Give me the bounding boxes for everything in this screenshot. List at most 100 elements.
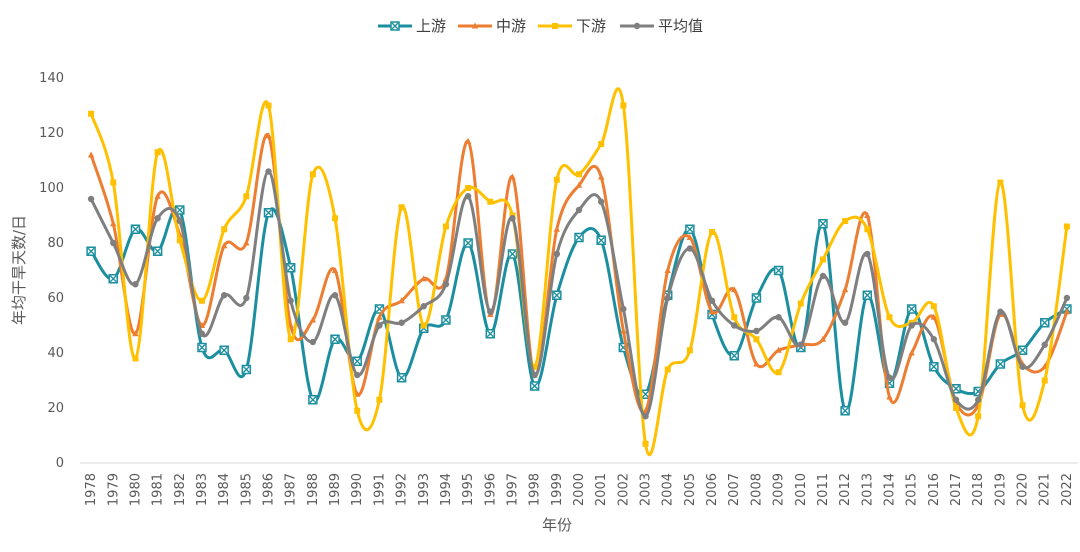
upstream-point (685, 224, 695, 234)
downstream-series (88, 87, 1070, 457)
x-tick-label: 2003 (639, 473, 654, 506)
downstream-point (398, 204, 405, 211)
x-tick-label: 1991 (372, 473, 387, 506)
y-tick-label: 20 (47, 401, 64, 416)
average-point (464, 193, 472, 200)
upstream-point (175, 205, 185, 215)
y-tick-label: 80 (47, 236, 64, 251)
midstream-point (243, 239, 250, 246)
average-point (930, 336, 938, 343)
legend-average-point (633, 22, 641, 30)
x-tick-label: 2021 (1038, 473, 1053, 506)
x-tick-label: 2016 (927, 473, 942, 506)
x-tick-label: 2001 (594, 473, 609, 506)
x-tick-label: 1979 (106, 473, 121, 506)
x-tick-label: 2017 (949, 473, 964, 506)
x-tick-label: 2012 (838, 473, 853, 506)
upstream-point (929, 362, 939, 372)
x-tick-label: 1983 (195, 473, 210, 506)
upstream-point (108, 274, 119, 284)
average-point (708, 297, 716, 304)
x-tick-label: 2007 (727, 473, 742, 506)
midstream-point (87, 151, 95, 158)
midstream-point (220, 242, 228, 249)
downstream-line (89, 87, 1069, 457)
average-point (575, 206, 583, 214)
midstream-point (664, 267, 671, 273)
legend-item-average: 平均值 (620, 17, 703, 35)
downstream-point (354, 407, 361, 414)
midstream-point (420, 275, 427, 282)
downstream-point (198, 297, 205, 304)
midstream-point (864, 212, 871, 218)
average-point (1019, 363, 1026, 370)
x-tick-label: 2009 (772, 473, 787, 506)
average-point (597, 198, 605, 205)
upstream-point (574, 232, 584, 243)
average-point (531, 371, 538, 379)
x-tick-label: 1996 (483, 473, 498, 506)
x-tick-label: 1989 (328, 473, 343, 506)
average-point (198, 330, 206, 337)
average-point (1041, 341, 1048, 348)
x-tick-label: 2020 (1016, 473, 1031, 506)
downstream-point (975, 413, 982, 420)
x-tick-label: 1999 (550, 473, 565, 506)
downstream-point (132, 355, 139, 362)
x-tick-label: 2002 (616, 473, 631, 506)
series-layer (86, 87, 1072, 457)
average-point (864, 250, 871, 258)
legend-label: 平均值 (658, 17, 703, 35)
x-tick-label: 1994 (439, 473, 454, 506)
downstream-point (465, 185, 472, 191)
downstream-point (553, 176, 560, 183)
midstream-point (731, 286, 738, 293)
average-point (553, 250, 561, 258)
downstream-point (620, 102, 627, 109)
x-tick-label: 1984 (217, 473, 232, 506)
average-point (398, 319, 405, 326)
midstream-point (908, 349, 915, 356)
downstream-point (709, 229, 716, 235)
x-tick-label: 1993 (417, 473, 432, 506)
average-point (797, 341, 804, 348)
x-tick-label: 2004 (661, 473, 676, 506)
upstream-point (1017, 345, 1028, 355)
upstream-point (507, 249, 518, 259)
upstream-point (441, 315, 451, 325)
midstream-point (132, 330, 139, 337)
average-point (775, 314, 782, 321)
downstream-point (731, 314, 738, 321)
x-tick-label: 2006 (705, 473, 720, 506)
midstream-point (376, 313, 383, 320)
downstream-point (576, 171, 582, 178)
y-axis-title: 年均干旱天数/日 (10, 215, 28, 325)
y-tick-label: 100 (39, 181, 64, 196)
x-tick-label: 1995 (461, 473, 476, 506)
upstream-point (1039, 318, 1050, 328)
downstream-point (88, 110, 95, 117)
midstream-point (708, 308, 716, 315)
upstream-point (840, 406, 850, 416)
x-tick-label: 1987 (284, 473, 299, 506)
midstream-point (553, 225, 561, 232)
upstream-point (463, 238, 473, 248)
average-point (331, 292, 339, 299)
midstream-point (398, 297, 405, 304)
upstream-point (396, 373, 407, 383)
downstream-point (531, 363, 538, 370)
average-point (110, 239, 117, 247)
legend-label: 中游 (496, 17, 526, 35)
midstream-point (509, 173, 516, 180)
downstream-point (775, 369, 782, 376)
downstream-point (487, 198, 494, 205)
upstream-point (729, 351, 739, 361)
legend-upstream-point (390, 21, 400, 31)
upstream-point (596, 235, 606, 245)
x-tick-label: 1985 (239, 473, 254, 506)
x-tick-label: 1978 (84, 473, 99, 506)
downstream-point (642, 440, 649, 447)
average-point (220, 292, 228, 299)
downstream-point (287, 336, 294, 343)
y-tick-label: 140 (39, 71, 64, 86)
